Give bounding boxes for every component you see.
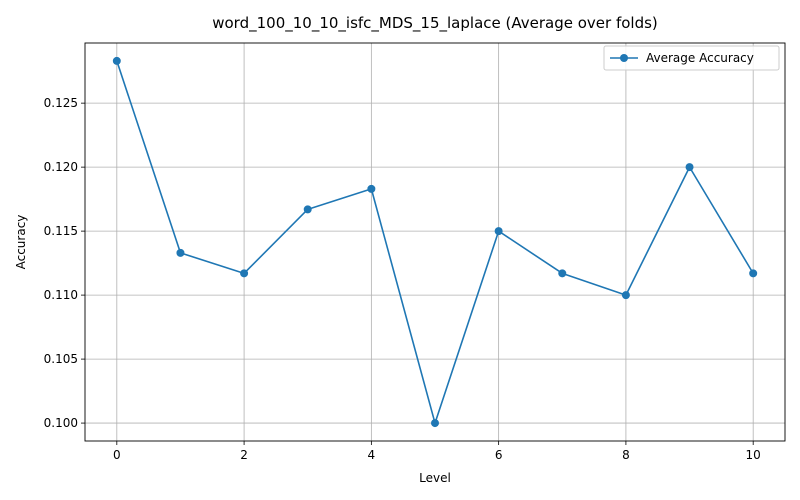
x-tick-label: 10 [746,448,761,462]
y-tick-label: 0.115 [44,224,78,238]
y-tick-label: 0.120 [44,160,78,174]
data-point [367,184,376,193]
grid-layer [85,43,785,441]
data-point [558,269,567,278]
data-point [685,163,694,172]
legend: Average Accuracy [603,45,780,71]
x-tick-label: 4 [368,448,376,462]
y-tick-label: 0.110 [44,288,78,302]
x-tick-label: 2 [240,448,248,462]
data-point [431,419,439,428]
legend-entry-average-accuracy: Average Accuracy [646,51,754,65]
tick-layer: 0 2 4 6 8 10 0.100 0.105 0.110 0.115 0.120 0.125 [44,96,761,462]
data-point [176,248,185,257]
x-tick-label: 8 [622,448,630,462]
data-point [621,291,630,300]
series-layer [112,56,758,428]
data-point [112,56,121,65]
legend-marker-swatch [620,54,628,62]
x-axis-label: Level [419,471,451,485]
data-point [494,227,503,236]
data-point [240,269,249,278]
legend-box [603,45,780,71]
plot-frame [84,42,786,442]
x-tick-label: 0 [113,448,121,462]
x-tick-label: 6 [495,448,503,462]
y-tick-label: 0.105 [44,352,78,366]
data-point [303,205,312,214]
data-point [749,269,758,278]
y-axis-label: Accuracy [14,215,28,270]
y-tick-label: 0.100 [44,416,78,430]
chart-title: word_100_10_10_isfc_MDS_15_laplace (Aver… [212,14,658,33]
y-tick-label: 0.125 [44,96,78,110]
